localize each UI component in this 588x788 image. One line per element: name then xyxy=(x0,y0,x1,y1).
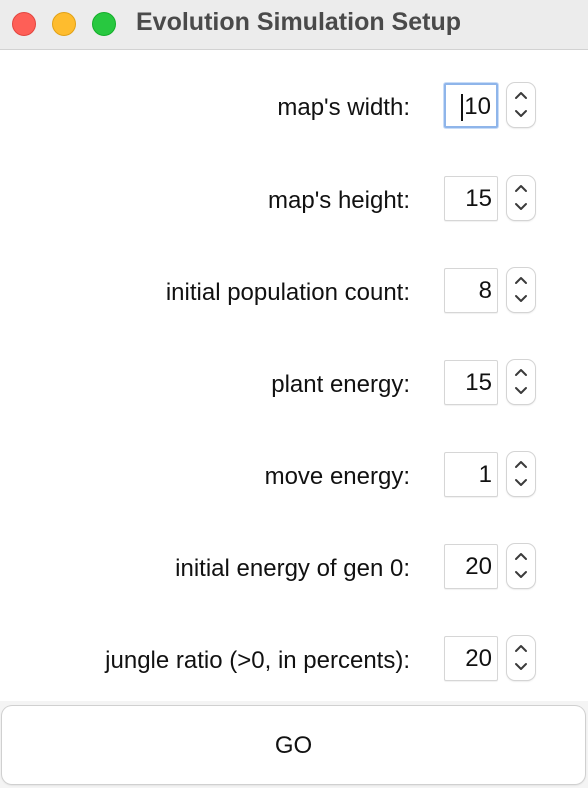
map-height-value: 15 xyxy=(465,185,492,212)
jungle-ratio-increment-button[interactable] xyxy=(507,636,535,658)
move-energy-decrement-button[interactable] xyxy=(507,474,535,496)
chevron-down-icon xyxy=(515,663,527,670)
move-energy-increment-button[interactable] xyxy=(507,452,535,474)
initial-population-count-value: 8 xyxy=(478,277,492,304)
move-energy-input[interactable]: 1 xyxy=(444,452,498,497)
map-height-increment-button[interactable] xyxy=(507,176,535,198)
jungle-ratio-input[interactable]: 20 xyxy=(444,636,498,681)
map-width-input[interactable]: 10 xyxy=(444,83,498,128)
jungle-ratio-stepper[interactable] xyxy=(507,636,535,680)
form-row-plant-energy: plant energy: 15 xyxy=(0,360,588,408)
initial-energy-gen-0-input[interactable]: 20 xyxy=(444,544,498,589)
move-energy-label: move energy: xyxy=(264,463,410,490)
initial-population-count-stepper[interactable] xyxy=(507,268,535,312)
initial-population-count-increment-button[interactable] xyxy=(507,268,535,290)
go-button-label: GO xyxy=(274,732,313,759)
map-width-label: map's width: xyxy=(277,94,410,121)
chevron-up-icon xyxy=(515,553,527,560)
form-row-initial-population-count: initial population count: 8 xyxy=(0,268,588,316)
go-button[interactable]: GO xyxy=(2,706,585,784)
form-row-map-height: map's height: 15 xyxy=(0,176,588,224)
plant-energy-input[interactable]: 15 xyxy=(444,360,498,405)
plant-energy-decrement-button[interactable] xyxy=(507,382,535,404)
chevron-down-icon xyxy=(515,295,527,302)
chevron-up-icon xyxy=(515,369,527,376)
form-row-move-energy: move energy: 1 xyxy=(0,452,588,500)
chevron-up-icon xyxy=(515,92,527,99)
form-row-initial-energy-gen-0: initial energy of gen 0: 20 xyxy=(0,544,588,592)
close-window-button[interactable] xyxy=(12,12,36,36)
jungle-ratio-value: 20 xyxy=(465,645,492,672)
chevron-down-icon xyxy=(515,479,527,486)
jungle-ratio-decrement-button[interactable] xyxy=(507,658,535,680)
plant-energy-stepper[interactable] xyxy=(507,360,535,404)
chevron-up-icon xyxy=(515,645,527,652)
move-energy-stepper[interactable] xyxy=(507,452,535,496)
plant-energy-value: 15 xyxy=(465,369,492,396)
form-row-jungle-ratio: jungle ratio (>0, in percents): 20 xyxy=(0,636,588,684)
chevron-down-icon xyxy=(515,110,527,117)
map-width-value: 10 xyxy=(464,93,491,120)
jungle-ratio-label: jungle ratio (>0, in percents): xyxy=(105,647,410,674)
chevron-down-icon xyxy=(515,571,527,578)
plant-energy-label: plant energy: xyxy=(271,371,410,398)
initial-population-count-decrement-button[interactable] xyxy=(507,290,535,312)
chevron-down-icon xyxy=(515,203,527,210)
chevron-down-icon xyxy=(515,387,527,394)
initial-population-count-input[interactable]: 8 xyxy=(444,268,498,313)
button-bar: GO xyxy=(0,701,588,788)
initial-energy-gen-0-label: initial energy of gen 0: xyxy=(175,555,410,582)
form-row-map-width: map's width: 10 xyxy=(0,83,588,131)
map-height-stepper[interactable] xyxy=(507,176,535,220)
initial-energy-gen-0-value: 20 xyxy=(465,553,492,580)
map-width-stepper[interactable] xyxy=(507,83,535,127)
map-width-decrement-button[interactable] xyxy=(507,105,535,127)
title-bar: Evolution Simulation Setup xyxy=(0,0,588,50)
map-height-label: map's height: xyxy=(268,187,410,214)
plant-energy-increment-button[interactable] xyxy=(507,360,535,382)
setup-form: map's width: 10 map's height: 15 xyxy=(0,51,588,701)
initial-energy-gen-0-decrement-button[interactable] xyxy=(507,566,535,588)
map-width-increment-button[interactable] xyxy=(507,83,535,105)
move-energy-value: 1 xyxy=(478,461,492,488)
minimize-window-button[interactable] xyxy=(52,12,76,36)
chevron-up-icon xyxy=(515,185,527,192)
initial-population-count-label: initial population count: xyxy=(165,279,410,306)
window-title: Evolution Simulation Setup xyxy=(136,8,461,36)
initial-energy-gen-0-stepper[interactable] xyxy=(507,544,535,588)
text-caret xyxy=(461,94,463,121)
chevron-up-icon xyxy=(515,461,527,468)
map-height-decrement-button[interactable] xyxy=(507,198,535,220)
map-height-input[interactable]: 15 xyxy=(444,176,498,221)
chevron-up-icon xyxy=(515,277,527,284)
zoom-window-button[interactable] xyxy=(92,12,116,36)
initial-energy-gen-0-increment-button[interactable] xyxy=(507,544,535,566)
